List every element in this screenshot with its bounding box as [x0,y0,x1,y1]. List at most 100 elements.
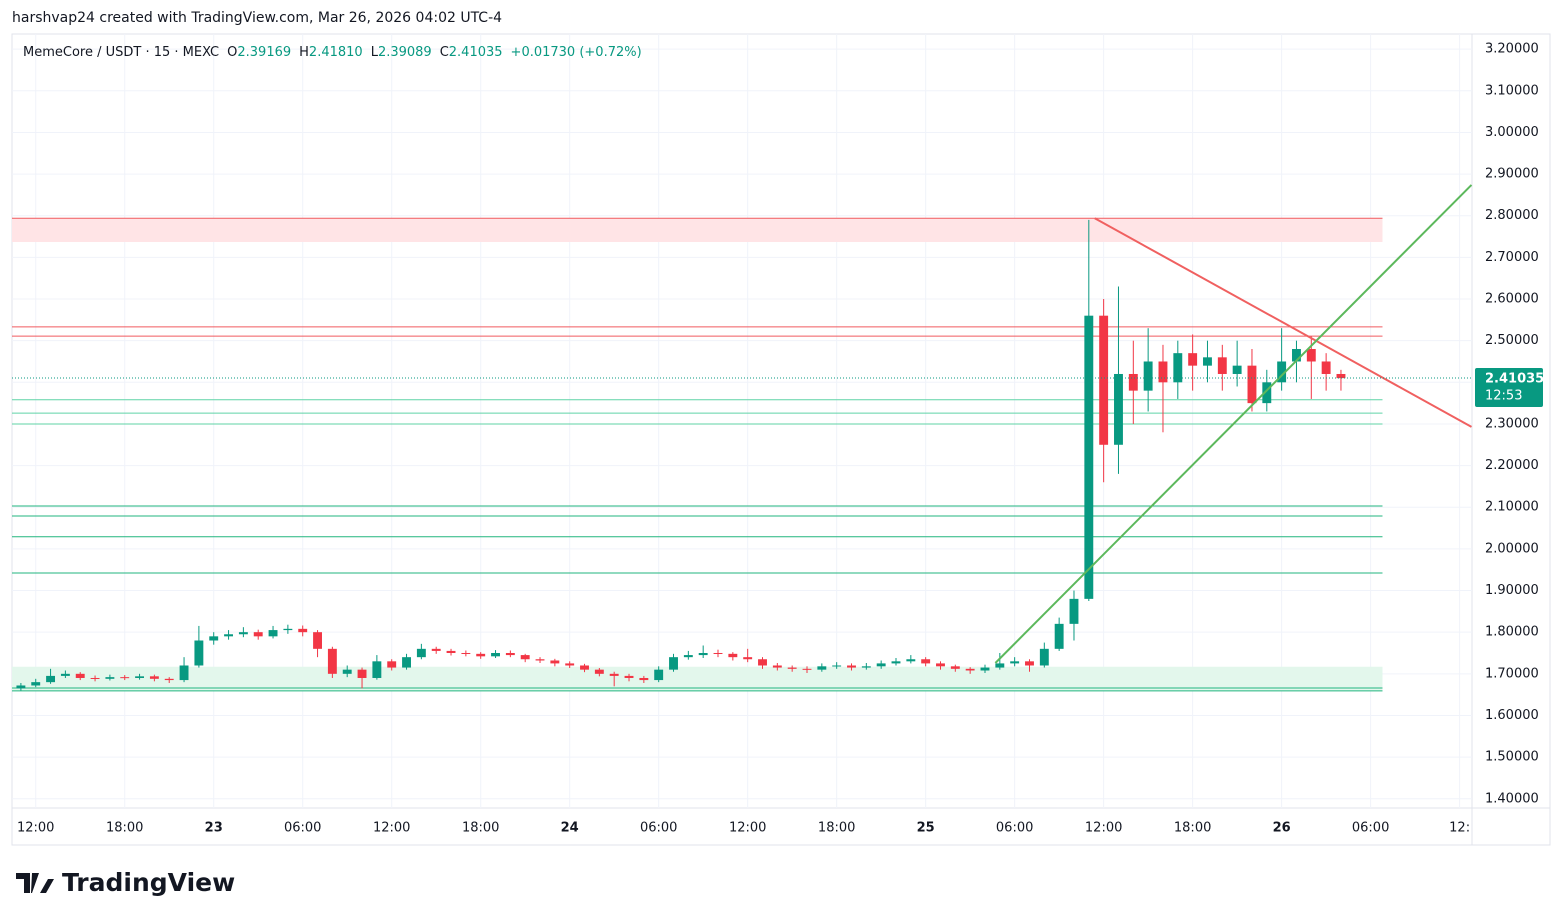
candle-body [639,677,649,681]
zone [12,666,1383,691]
candle-body [149,676,159,679]
candle-body [16,685,26,689]
ohlc-label: L [370,45,378,60]
candle-body [787,667,797,669]
x-tick-label: 24 [561,821,579,836]
y-tick-label: 1.50000 [1485,750,1539,765]
y-tick-label: 3.00000 [1485,125,1539,140]
y-tick-label: 1.90000 [1485,583,1539,598]
candle-body [1054,623,1064,649]
candle-body [520,655,530,660]
candle-body [609,673,619,676]
candle-body [1128,373,1138,391]
candle-body [1069,598,1079,624]
x-tick-label: 12:00 [729,821,766,836]
candle-body [313,632,322,649]
candle-body [906,659,916,662]
candle-body [950,666,960,669]
ohlc-label: O [227,45,238,60]
candle-body [1039,648,1049,666]
candle-body [1247,365,1257,404]
countdown: 12:53 [1485,389,1522,404]
candle-body [1217,357,1227,374]
candle-body [283,628,293,631]
candle-body [505,652,515,656]
x-tick-label: 12:00 [17,821,54,836]
trend-line [994,184,1473,664]
candle-body [624,675,634,678]
candle-body [550,660,560,664]
candle-body [268,630,278,637]
candle-body [194,640,204,666]
candle-body [461,652,471,654]
y-tick-label: 2.00000 [1485,541,1539,556]
candle-body [728,653,738,658]
x-tick-label: 18:00 [462,821,499,836]
x-tick-label: 12:00 [373,821,410,836]
y-tick-label: 2.70000 [1485,250,1539,265]
ohlc-value: 2.41810 [308,45,363,60]
y-tick-label: 1.80000 [1485,625,1539,640]
candle-body [936,663,945,667]
candle-body [743,657,753,660]
brand-name: TradingView [62,868,236,897]
candle-body [209,636,219,641]
x-tick-label: 12: [1449,821,1470,836]
y-tick-label: 2.90000 [1485,167,1539,182]
y-tick-label: 3.20000 [1485,42,1539,57]
brand: TradingView [16,868,235,897]
candle-body [1306,348,1316,362]
candle-body [802,668,812,670]
attribution: harshvap24 created with TradingView.com,… [12,10,503,26]
candle-body [327,648,337,674]
ohlc-value: 2.39089 [377,45,432,60]
candle-body [1025,661,1034,666]
candle-body [698,652,708,656]
candle-body [654,669,664,681]
candle-body [580,665,589,670]
candle-body [1262,382,1272,404]
candle-body [298,628,308,633]
y-tick-label: 1.40000 [1485,791,1539,806]
x-tick-label: 06:00 [996,821,1033,836]
candle-body [921,659,931,664]
last-price-box [1475,368,1543,408]
y-tick-label: 2.80000 [1485,208,1539,223]
x-tick-label: 12:00 [1085,821,1122,836]
candle-body [669,657,678,670]
candle-body [402,657,411,668]
x-tick-label: 06:00 [640,821,677,836]
x-tick-label: 18:00 [1174,821,1211,836]
candle-body [120,677,130,679]
candle-body [31,682,41,686]
ohlc-value: 2.41035 [448,45,503,60]
candle-body [565,663,575,666]
candle-body [387,661,397,668]
candle-body [683,655,693,658]
candle-body [995,663,1005,668]
legend-header: MemeCore / USDT · 15 · MEXC O2.39169 H2.41… [23,45,650,60]
x-tick-label: 18:00 [106,821,143,836]
last-price-label: 2.41035 [1485,372,1544,387]
x-tick-label: 25 [917,821,935,836]
candle-body [758,659,767,666]
candle-body [416,648,426,658]
candle-body [1143,361,1153,391]
candle-body [1292,348,1301,362]
y-tick-label: 2.50000 [1485,333,1539,348]
candle-body [817,666,827,670]
candle-body [60,673,70,676]
candle-body [446,650,456,653]
y-tick-label: 1.60000 [1485,708,1539,723]
symbol: MemeCore / USDT · 15 · MEXC [23,45,220,60]
zone [12,218,1383,242]
candle-body [594,669,604,674]
candle-body [164,678,174,681]
candle-body [179,665,189,681]
candle-body [1321,361,1331,374]
candle-body [238,632,248,635]
y-tick-label: 2.30000 [1485,416,1539,431]
x-tick-label: 18:00 [818,821,855,836]
candle-body [1158,361,1168,383]
